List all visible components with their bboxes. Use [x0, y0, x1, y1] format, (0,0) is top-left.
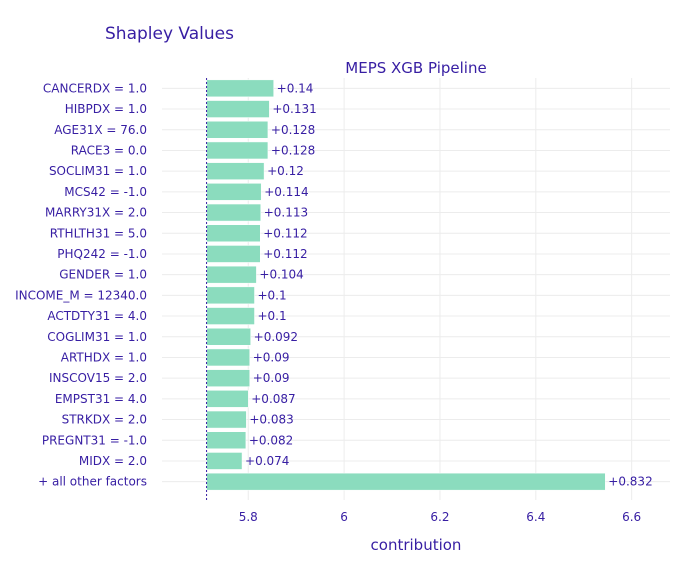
bar-value-label: +0.113: [264, 206, 308, 220]
y-tick-label: ACTDTY31 = 4.0: [47, 309, 147, 323]
y-tick-label: INCOME_M = 12340.0: [15, 288, 147, 302]
y-axis-ticks: CANCERDX = 1.0 HIBPDX = 1.0 AGE31X = 76.0 R…: [15, 81, 147, 488]
bar[interactable]: [206, 410, 247, 429]
bar-value-label: +0.1: [257, 288, 286, 302]
y-tick-label: MCS42 = -1.0: [64, 185, 147, 199]
bar-value-label: +0.128: [271, 123, 315, 137]
bar[interactable]: [206, 328, 251, 346]
bar[interactable]: [206, 390, 249, 408]
bar[interactable]: [206, 452, 243, 470]
y-tick-label: MIDX = 2.0: [79, 454, 147, 468]
bar-value-label: +0.09: [253, 371, 290, 385]
bar[interactable]: [206, 472, 606, 491]
x-tick-label: 5.8: [239, 510, 258, 524]
x-tick-label: 6.6: [622, 510, 641, 524]
bar-value-label: +0.12: [267, 164, 304, 178]
bar-value-label: +0.083: [249, 413, 293, 427]
bar-value-label: +0.09: [253, 350, 290, 364]
chart-subtitle: MEPS XGB Pipeline: [345, 59, 486, 77]
y-tick-label: STRKDX = 2.0: [62, 413, 147, 427]
bar[interactable]: [206, 203, 261, 222]
bar[interactable]: [206, 183, 262, 201]
x-axis-ticks: 5.8 6 6.2 6.4 6.6: [239, 510, 641, 524]
bar-value-label: +0.074: [245, 454, 289, 468]
y-tick-label: EMPST31 = 4.0: [55, 392, 147, 406]
x-tick-label: 6: [340, 510, 348, 524]
y-tick-label: GENDER = 1.0: [59, 268, 147, 282]
bar-value-label: +0.082: [249, 433, 293, 447]
bar[interactable]: [206, 224, 261, 242]
y-tick-label: RTHLTH31 = 5.0: [50, 226, 147, 240]
bar[interactable]: [206, 369, 250, 387]
y-tick-label: SOCLIM31 = 1.0: [49, 164, 147, 178]
y-tick-label: RACE3 = 0.0: [71, 143, 147, 157]
bar-value-label: +0.092: [254, 330, 298, 344]
bar-value-label: +0.131: [272, 102, 316, 116]
y-tick-label: ARTHDX = 1.0: [61, 350, 147, 364]
bar-value-label: +0.112: [263, 247, 307, 261]
y-tick-label: CANCERDX = 1.0: [43, 81, 147, 95]
bar-value-label: +0.104: [259, 268, 303, 282]
bar-value-label: +0.128: [271, 143, 315, 157]
y-tick-label: PHQ242 = -1.0: [57, 247, 147, 261]
x-tick-label: 6.2: [430, 510, 449, 524]
chart-title: Shapley Values: [105, 24, 234, 44]
y-tick-label: AGE31X = 76.0: [54, 123, 147, 137]
bar-value-label: +0.112: [263, 226, 307, 240]
bars: [206, 79, 606, 491]
x-axis-label: contribution: [371, 536, 462, 554]
bar[interactable]: [206, 348, 250, 367]
y-tick-label: INSCOV15 = 2.0: [49, 371, 147, 385]
bar[interactable]: [206, 162, 265, 180]
bar[interactable]: [206, 245, 261, 263]
y-tick-label: COGLIM31 = 1.0: [47, 330, 147, 344]
bar[interactable]: [206, 121, 269, 139]
bar-value-label: +0.14: [277, 81, 314, 95]
y-tick-label: MARRY31X = 2.0: [45, 206, 147, 220]
bar[interactable]: [206, 100, 270, 118]
bar[interactable]: [206, 79, 274, 98]
bar[interactable]: [206, 431, 247, 449]
bar[interactable]: [206, 141, 269, 160]
bar[interactable]: [206, 286, 255, 305]
y-tick-label: + all other factors: [38, 475, 147, 489]
y-tick-label: HIBPDX = 1.0: [65, 102, 147, 116]
bar-value-label: +0.114: [264, 185, 308, 199]
value-labels: +0.14 +0.131 +0.128 +0.128 +0.12 +0.114 +0.113…: [245, 81, 653, 488]
bar[interactable]: [206, 265, 257, 284]
bar-value-label: +0.832: [608, 475, 652, 489]
bar-value-label: +0.087: [251, 392, 295, 406]
bar-value-label: +0.1: [257, 309, 286, 323]
x-tick-label: 6.4: [526, 510, 545, 524]
y-tick-label: PREGNT31 = -1.0: [42, 433, 147, 447]
bar[interactable]: [206, 307, 255, 325]
